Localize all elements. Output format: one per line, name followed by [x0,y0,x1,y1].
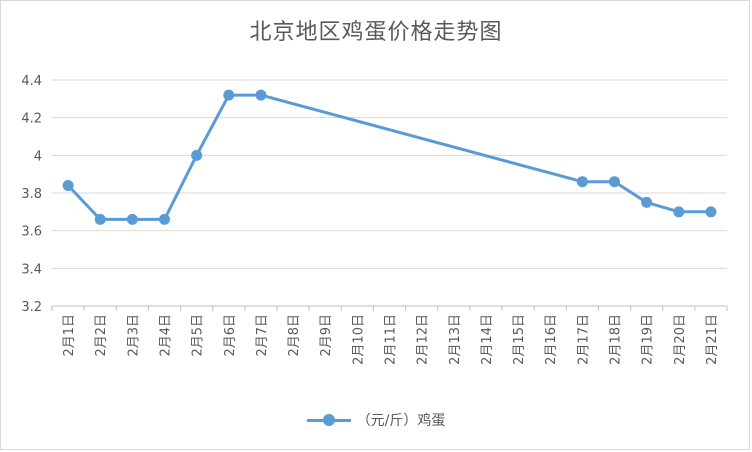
data-point [126,213,138,225]
y-tick-label: 3.6 [21,225,42,240]
legend-label: （元/斤）鸡蛋 [356,413,446,429]
data-point [62,179,74,191]
series-layer [62,89,717,225]
x-tick-label: 2月14日 [480,314,495,365]
legend: （元/斤）鸡蛋 [0,410,752,430]
x-tick-label: 2月1日 [62,314,77,357]
x-tick-label: 2月9日 [319,314,334,357]
data-point [94,213,106,225]
x-axis: 2月1日 2月2日 2月3日 2月4日 2月5日 2月6日 2月7日 2月8日 2月9日 2月10… [51,305,728,365]
x-tick-label: 2月15日 [512,314,527,365]
y-tick-label: 4 [34,149,42,164]
x-tick-label: 2月7日 [255,314,270,357]
data-point [191,149,203,161]
x-tick-label: 2月20日 [673,314,688,365]
y-tick-label: 4.4 [21,74,42,89]
x-tick-label: 2月5日 [191,314,206,357]
y-tick-label: 3.2 [21,300,42,315]
x-tick-label: 2月11日 [384,314,399,365]
x-tick-label: 2月8日 [287,314,302,357]
x-tick-label: 2月10日 [351,314,366,365]
data-point [641,196,653,208]
x-tick-label: 2月13日 [448,314,463,365]
x-tick-label: 2月17日 [576,314,591,365]
series-line [67,93,711,221]
data-point [576,176,588,188]
data-point [673,206,685,218]
data-point [609,176,620,188]
x-tick-label: 2月16日 [544,314,559,365]
grid-layer [52,79,727,307]
legend-marker [322,414,335,426]
data-point [705,206,717,218]
x-tick-label: 2月12日 [416,314,431,365]
x-tick-label: 2月2日 [94,314,109,357]
y-tick-label: 4.2 [21,112,42,127]
data-point [223,89,235,101]
x-tick-label: 2月21日 [705,314,720,365]
x-tick-label: 2月18日 [609,314,624,365]
y-axis: 3.2 3.4 3.6 3.8 4 4.2 4.4 [21,74,42,315]
x-tick-label: 2月3日 [126,314,141,357]
x-tick-label: 2月6日 [223,314,238,357]
y-tick-label: 3.8 [21,187,42,202]
y-tick-label: 3.4 [21,262,42,277]
legend-swatch [306,414,351,426]
chart-title: 北京地区鸡蛋价格走势图 [249,20,503,45]
x-tick-label: 2月4日 [159,314,174,357]
data-point [255,89,267,101]
x-tick-label: 2月19日 [641,314,656,365]
data-point [159,213,170,225]
